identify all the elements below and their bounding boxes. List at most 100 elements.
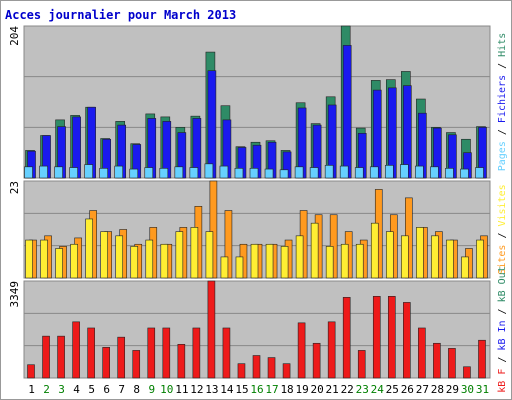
x-tick-label: 17 (265, 383, 278, 396)
bar (205, 231, 214, 279)
bar (69, 167, 78, 179)
bar (309, 167, 319, 179)
bar (279, 169, 289, 179)
bar (235, 256, 244, 279)
bar (445, 168, 454, 179)
bar (85, 218, 93, 279)
x-tick-label: 15 (235, 383, 248, 396)
x-tick-label: 7 (118, 383, 125, 396)
bar (372, 296, 381, 379)
bar (42, 335, 50, 379)
bar (387, 296, 396, 379)
y-tick-label: 204 (8, 26, 21, 46)
x-tick-label: 24 (371, 383, 385, 396)
bar (400, 164, 409, 179)
bar (340, 243, 349, 279)
bar (294, 166, 304, 179)
bar (234, 168, 244, 179)
chart-title: Acces journalier pour March 2013 (5, 8, 236, 22)
x-tick-label: 12 (190, 383, 203, 396)
x-tick-label: 2 (43, 383, 50, 396)
bar (252, 355, 261, 379)
x-tick-label: 30 (461, 383, 474, 396)
x-tick-label: 25 (386, 383, 399, 396)
bar (415, 165, 424, 179)
bar (478, 339, 486, 379)
bar (209, 180, 218, 279)
bar (431, 235, 439, 279)
bar (175, 231, 184, 279)
legend-entry: Hits (497, 33, 508, 57)
bar (327, 321, 336, 379)
bar (192, 327, 201, 379)
bar (57, 335, 65, 379)
bar (448, 348, 456, 379)
x-tick-label: 28 (431, 383, 444, 396)
bar (297, 322, 306, 379)
x-tick-label: 8 (133, 383, 140, 396)
bar (132, 350, 141, 379)
bar (222, 327, 231, 379)
legend-entry: kB In (497, 320, 508, 350)
bar (27, 364, 35, 379)
bar (433, 342, 441, 379)
y-tick-label: 3349 (8, 281, 21, 308)
bar (280, 246, 289, 279)
bar (354, 167, 364, 179)
bar (342, 297, 351, 379)
x-tick-label: 1 (28, 383, 35, 396)
bar (114, 165, 124, 179)
bar (144, 167, 154, 179)
bar (355, 243, 364, 279)
bar (204, 163, 214, 179)
legend-separator: / (497, 351, 508, 369)
bar (295, 235, 304, 279)
x-tick-label: 6 (103, 383, 110, 396)
bar (117, 336, 126, 379)
bar (237, 363, 246, 379)
bar (25, 239, 33, 279)
bar (147, 327, 156, 379)
x-tick-label: 19 (295, 383, 308, 396)
legend-entry: Sites (497, 245, 508, 275)
x-tick-label: 18 (280, 383, 293, 396)
bar (369, 166, 379, 179)
x-tick-label: 9 (148, 383, 155, 396)
bar (162, 327, 171, 379)
bar (267, 357, 276, 379)
bar (463, 366, 471, 379)
x-tick-label: 20 (311, 383, 324, 396)
bar (99, 168, 108, 179)
bar (401, 235, 409, 279)
bar (310, 222, 319, 279)
bar (219, 165, 229, 179)
bar (416, 227, 424, 279)
bar (325, 246, 334, 279)
bar (54, 166, 63, 179)
bar (403, 302, 411, 379)
x-tick-label: 14 (220, 383, 234, 396)
bar (387, 87, 397, 179)
bar (312, 342, 321, 379)
bar (446, 239, 454, 279)
bar (220, 256, 229, 279)
bar (115, 235, 124, 279)
legend-separator: / (497, 302, 508, 320)
bar (224, 210, 233, 279)
x-tick-label: 31 (476, 383, 489, 396)
x-tick-label: 26 (401, 383, 414, 396)
x-tick-label: 10 (160, 383, 173, 396)
bar (189, 167, 199, 179)
bar (87, 327, 95, 379)
bar (339, 165, 349, 179)
bar (403, 85, 412, 179)
legend-entry: kB F (497, 369, 508, 393)
legend-entry: Visites (497, 184, 508, 226)
bar (207, 70, 217, 179)
bar (40, 239, 48, 279)
x-tick-label: 5 (88, 383, 95, 396)
bar (357, 350, 366, 379)
legend-separator: / (497, 226, 508, 244)
bar (372, 89, 382, 179)
bar (145, 239, 154, 279)
